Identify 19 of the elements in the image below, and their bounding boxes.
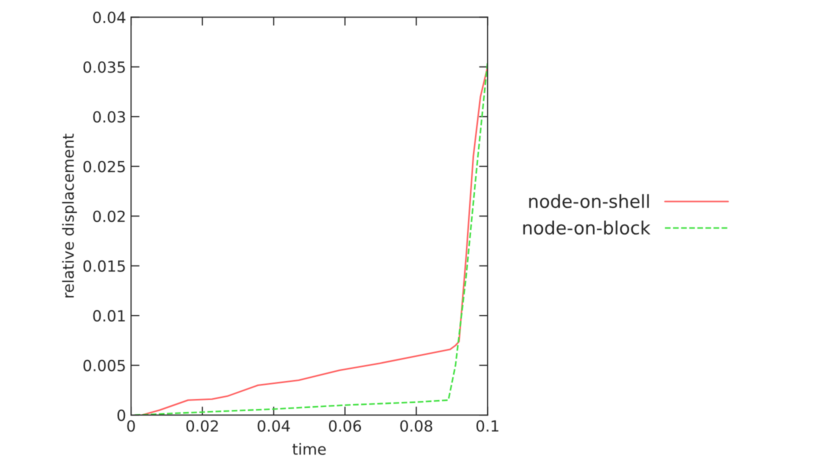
x-tick-label: 0.08 <box>400 420 432 432</box>
y-tick-label: 0.025 <box>83 160 125 172</box>
x-axis-title: time <box>292 443 326 455</box>
y-tick-label: 0.005 <box>83 360 125 372</box>
y-tick-label: 0.01 <box>93 310 125 322</box>
y-tick-label: 0.015 <box>83 260 125 272</box>
y-tick-label: 0 <box>117 410 126 422</box>
x-tick-label: 0.02 <box>186 420 218 432</box>
x-tick-label: 0.1 <box>476 420 498 432</box>
legend-label: node-on-block <box>523 220 650 235</box>
y-axis-title: relative displacement <box>62 134 77 298</box>
x-tick-label: 0 <box>127 420 135 432</box>
y-tick-label: 0.035 <box>83 61 125 73</box>
x-tick-label: 0.06 <box>328 420 362 432</box>
y-tick-label: 0.02 <box>93 210 125 222</box>
y-tick-label: 0.03 <box>93 111 125 123</box>
x-tick-label: 0.04 <box>258 420 290 432</box>
y-tick-label: 0.04 <box>93 12 126 24</box>
legend-label: node-on-shell <box>529 194 649 208</box>
